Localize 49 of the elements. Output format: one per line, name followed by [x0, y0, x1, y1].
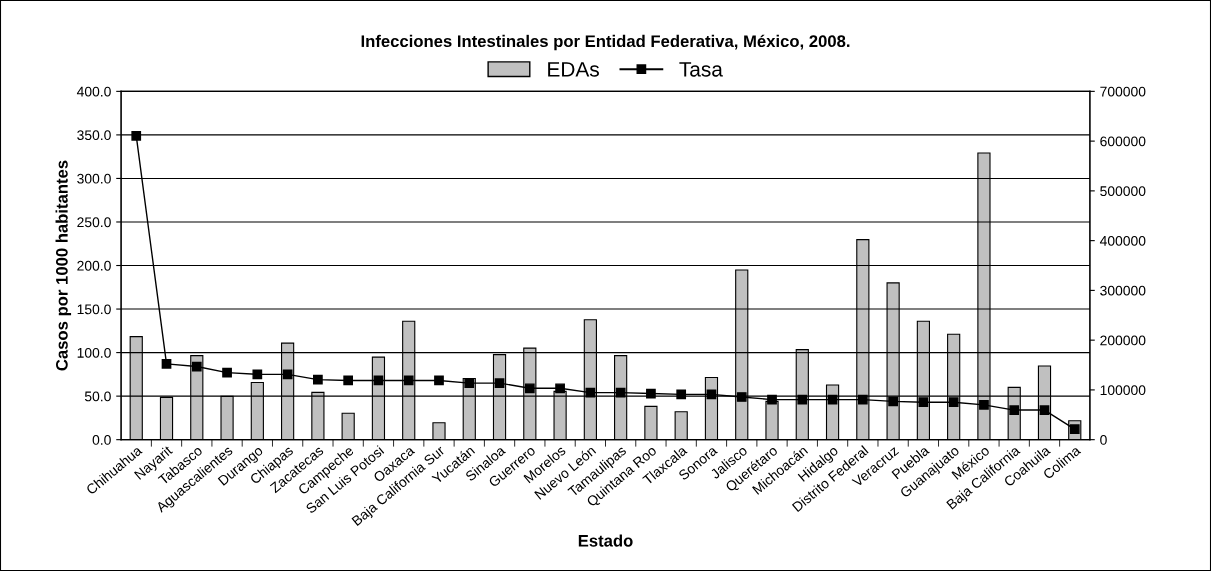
point [464, 378, 475, 388]
y-tick-label: 350.0 [77, 130, 111, 141]
point [222, 367, 232, 378]
point [888, 396, 898, 407]
point [343, 375, 354, 386]
y2-tick-label: 700000 [1100, 86, 1146, 97]
y-tick-label: 100.0 [77, 347, 111, 358]
point [252, 369, 263, 380]
point [767, 394, 777, 405]
point [676, 389, 687, 400]
point [403, 375, 414, 386]
y2-tick-label: 500000 [1100, 186, 1146, 197]
point [979, 399, 989, 410]
y-tick-label: 150.0 [77, 304, 111, 315]
y2-tick-label: 400000 [1099, 235, 1146, 246]
point [646, 388, 656, 399]
point [313, 374, 323, 385]
point [434, 375, 444, 386]
chart-title: Infecciones Intestinales por Entidad Federativa, México, 2008. [361, 34, 850, 51]
point [494, 378, 505, 388]
y-tick-label: 50.0 [84, 391, 111, 402]
legend-label: Tasa [679, 62, 723, 77]
point [948, 397, 959, 408]
point [857, 394, 868, 405]
y-tick-label: 0.0 [92, 435, 111, 445]
point [161, 359, 172, 369]
point [555, 383, 565, 394]
point [131, 130, 142, 141]
y2-tick-label: 200000 [1100, 335, 1146, 346]
point [1009, 405, 1020, 415]
y-tick-label: 200.0 [77, 260, 111, 271]
point [1039, 405, 1050, 415]
point [585, 387, 596, 398]
y-tick-label: 400.0 [76, 86, 111, 97]
y-tick-label: 300.0 [77, 173, 111, 184]
y2-tick-label: 0 [1100, 435, 1107, 445]
y2-tick-label: 300000 [1100, 285, 1146, 296]
point [615, 387, 626, 398]
point [797, 394, 808, 405]
point [191, 361, 202, 372]
x-axis-title: Estado [578, 534, 633, 547]
y-axis-title: Casos por 1000 habitantes [55, 160, 72, 371]
point [918, 397, 929, 408]
point [524, 383, 535, 394]
y2-tick-label: 600000 [1100, 136, 1146, 147]
point [736, 392, 747, 402]
y2-tick-label: 100000 [1100, 385, 1146, 396]
y-tick-label: 250.0 [77, 217, 111, 228]
legend-label: EDAs [548, 62, 599, 77]
